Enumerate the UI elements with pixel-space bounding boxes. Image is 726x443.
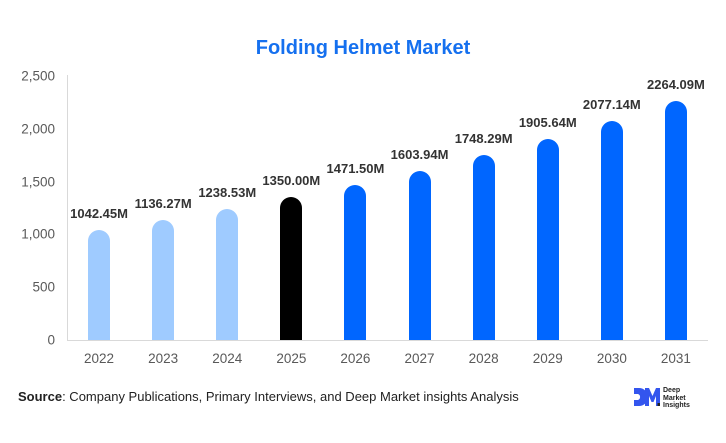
- bar-2022: [88, 229, 111, 340]
- bar-value-label: 1905.64M: [518, 114, 577, 130]
- bar-value-label: 2264.09M: [647, 76, 705, 92]
- dm-logo-icon: [634, 388, 660, 406]
- logo-line-3: Insights: [663, 402, 690, 409]
- bar-2023: [152, 220, 175, 340]
- bar-value-label: 1748.29M: [454, 131, 513, 147]
- bar-value-label: 1042.45M: [70, 205, 128, 221]
- logo-line-1: Deep: [663, 387, 681, 394]
- bar-value-label: 1350.00M: [262, 173, 321, 189]
- chart-plot-area: 0 500 1,000 1,500 2,000 2,500 1042.45M 1136.27…: [21, 68, 708, 366]
- chart-title: Folding Helmet Market: [255, 37, 471, 59]
- x-tick-label: 2028: [468, 351, 499, 366]
- bar-value-label: 1471.50M: [326, 160, 385, 176]
- bar-2027: [408, 170, 431, 340]
- x-axis-line: [67, 340, 708, 341]
- bar-value-label: 1603.94M: [390, 146, 449, 162]
- y-tick-label: 0: [47, 332, 55, 348]
- bar-2025: [280, 197, 303, 340]
- bar-value-label: 1136.27M: [134, 196, 192, 211]
- x-tick-label: 2029: [532, 351, 563, 366]
- bar-2024: [216, 209, 239, 340]
- x-tick-label: 2030: [596, 351, 627, 366]
- y-tick-label: 1,500: [21, 174, 55, 190]
- y-tick-label: 1,000: [21, 226, 55, 242]
- bar-2029: [536, 138, 559, 340]
- logo-line-2: Market: [663, 394, 686, 402]
- source-note: Source: Company Publications, Primary In…: [18, 389, 519, 404]
- y-tick-label: 2,500: [21, 68, 55, 84]
- x-tick-label: 2022: [84, 351, 115, 366]
- bar-2028: [472, 155, 495, 340]
- x-tick-label: 2024: [212, 351, 243, 366]
- x-tick-label: 2023: [148, 351, 179, 366]
- bar-2026: [344, 184, 367, 340]
- y-tick-label: 500: [32, 279, 55, 295]
- x-tick-label: 2026: [340, 351, 371, 366]
- source-text: : Company Publications, Primary Intervie…: [62, 389, 519, 404]
- x-tick-label: 2031: [660, 351, 691, 366]
- bar-2030: [600, 120, 623, 340]
- bar-2031: [664, 100, 687, 340]
- logo-text: Deep Market Insights: [663, 387, 690, 410]
- bar-value-label: 1238.53M: [198, 185, 257, 201]
- x-tick-label: 2025: [276, 351, 307, 366]
- y-tick-label: 2,000: [21, 121, 55, 137]
- bar-value-label: 2077.14M: [582, 96, 641, 112]
- x-tick-label: 2027: [404, 351, 435, 366]
- y-axis-line: [67, 75, 68, 340]
- company-logo: Deep Market Insights: [633, 386, 723, 410]
- source-label: Source: [18, 389, 63, 404]
